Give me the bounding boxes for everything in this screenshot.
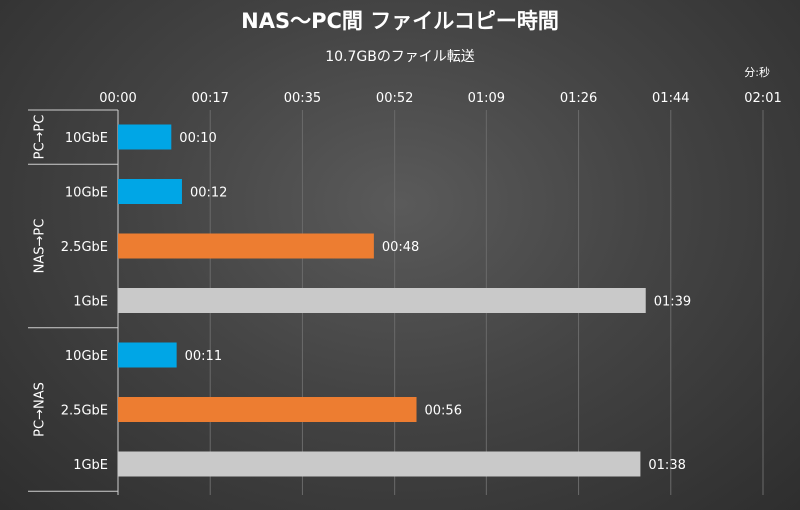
x-tick-label: 00:52 xyxy=(376,91,413,106)
category-label: 10GbE xyxy=(65,349,108,364)
bar xyxy=(118,179,182,204)
group-label: PC→NAS xyxy=(33,382,48,437)
category-label: 1GbE xyxy=(73,458,108,473)
x-tick-label: 00:00 xyxy=(99,91,136,106)
data-label: 01:39 xyxy=(654,295,691,310)
unit-label: 分:秒 xyxy=(744,65,770,79)
x-tick-label: 02:01 xyxy=(744,91,781,106)
x-tick-label: 01:44 xyxy=(652,91,689,106)
x-tick-label: 01:09 xyxy=(468,91,505,106)
bar xyxy=(118,288,646,313)
x-tick-label: 00:35 xyxy=(284,91,321,106)
bar xyxy=(118,124,172,150)
chart-title: NAS～PC間 ファイルコピー時間 xyxy=(241,9,559,33)
bar-layer: 00:10 00:12 00:48 01:39 00:11 00:56 01:38 xyxy=(118,124,691,477)
bar xyxy=(118,451,641,477)
data-label: 00:12 xyxy=(190,186,227,201)
data-label: 00:56 xyxy=(425,404,462,419)
data-label: 01:38 xyxy=(648,458,685,473)
group-label: NAS→PC xyxy=(33,219,48,274)
data-label: 00:48 xyxy=(382,240,419,255)
bar xyxy=(118,342,177,368)
axis-layer: 00:00 00:17 00:35 00:52 01:09 01:26 01:44 02:01… xyxy=(28,91,782,495)
x-tick-label: 00:17 xyxy=(191,91,228,106)
chart-subtitle: 10.7GBのファイル転送 xyxy=(325,49,475,65)
data-label: 00:11 xyxy=(185,349,222,364)
category-label: 2.5GbE xyxy=(61,240,108,255)
x-tick-label: 01:26 xyxy=(560,91,597,106)
category-label: 1GbE xyxy=(73,295,108,310)
bar xyxy=(118,397,417,422)
group-label: PC→PC xyxy=(33,115,48,160)
bar xyxy=(118,233,374,259)
category-label: 10GbE xyxy=(65,131,108,146)
category-label: 10GbE xyxy=(65,186,108,201)
data-label: 00:10 xyxy=(179,131,216,146)
category-label: 2.5GbE xyxy=(61,404,108,419)
